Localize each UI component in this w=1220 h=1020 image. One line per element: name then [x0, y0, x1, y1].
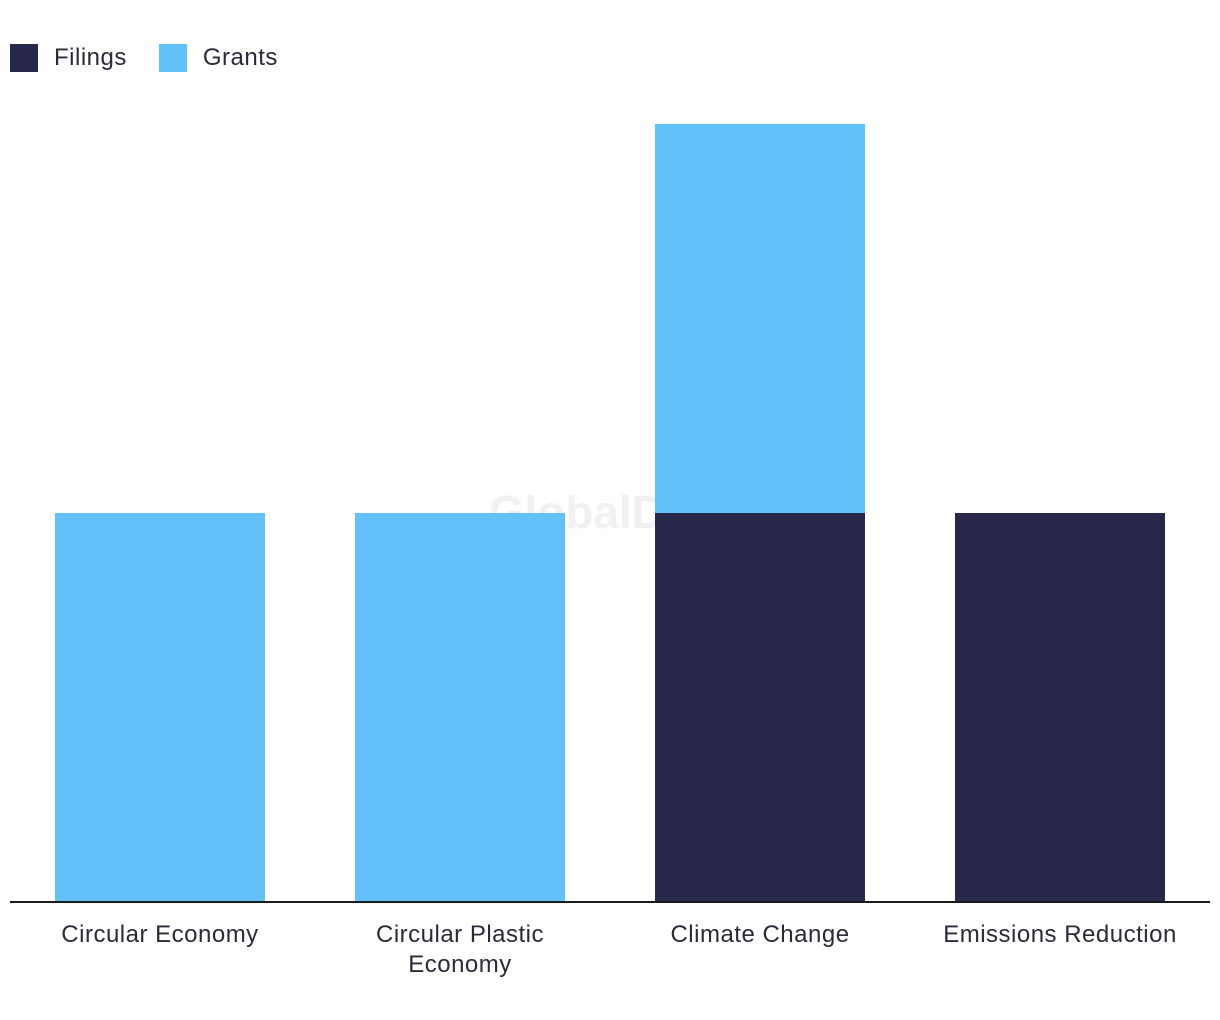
legend-swatch-filings	[10, 44, 38, 72]
bar-filings-climate-change	[655, 513, 865, 902]
legend: Filings Grants	[10, 42, 310, 74]
bars-group	[55, 124, 1165, 902]
bar-grants-circular-economy	[55, 513, 265, 902]
x-tick-label: Emissions Reduction	[943, 921, 1177, 948]
legend-item-filings: Filings	[10, 44, 127, 72]
legend-item-grants: Grants	[158, 44, 278, 72]
bar-grants-climate-change	[655, 124, 865, 513]
x-axis-labels: Circular Economy Circular Plastic Economy C…	[61, 921, 1177, 978]
bar-filings-emissions-reduction	[955, 513, 1165, 902]
x-tick-label: Circular Plastic Economy	[376, 921, 544, 978]
legend-label-filings: Filings	[54, 44, 127, 71]
legend-label-grants: Grants	[202, 44, 278, 71]
x-tick-label: Climate Change	[670, 921, 849, 948]
legend-swatch-grants	[158, 44, 187, 72]
x-tick-label: Circular Economy	[61, 921, 258, 948]
bar-grants-circular-plastic-economy	[355, 513, 565, 902]
